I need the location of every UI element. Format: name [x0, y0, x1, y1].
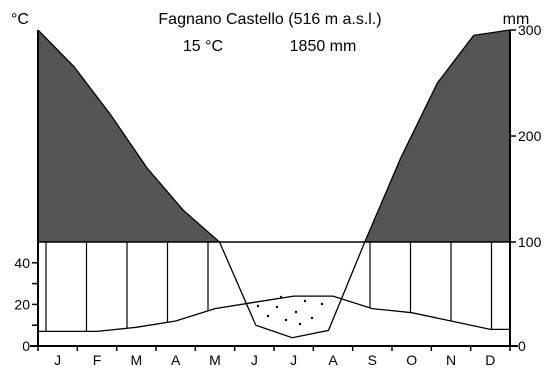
month-label: M [209, 352, 221, 368]
axes-layer [30, 29, 518, 351]
month-label: A [328, 352, 338, 368]
arid-dot [266, 314, 270, 318]
arid-dot [256, 304, 260, 308]
arid-area [248, 296, 332, 338]
arid-dot [303, 299, 307, 303]
humid-area [38, 30, 220, 242]
arid-dot [294, 310, 298, 314]
month-label: S [368, 352, 377, 368]
right-axis-unit: mm [503, 11, 530, 28]
humid-area [364, 30, 510, 242]
month-label: J [290, 352, 297, 368]
mean-temperature-label: 15 °C [183, 38, 223, 55]
right-tick-label: 100 [518, 234, 542, 250]
month-label: M [130, 352, 142, 368]
arid-dot [310, 316, 314, 320]
month-label: F [93, 352, 102, 368]
month-label: J [251, 352, 258, 368]
arid-dot [275, 305, 279, 309]
chart-title: Fagnano Castello (516 m a.s.l.) [158, 11, 381, 28]
fill-layer [38, 30, 510, 338]
right-tick-label: 0 [518, 338, 526, 354]
temperature-line [38, 295, 510, 333]
arid-dot [320, 302, 324, 306]
month-label: J [54, 352, 61, 368]
month-label: D [485, 352, 495, 368]
arid-dot [284, 318, 288, 322]
left-axis-unit: °C [11, 11, 29, 28]
arid-dot [298, 322, 302, 326]
series-layer [37, 29, 511, 339]
month-label: O [406, 352, 417, 368]
right-tick-label: 200 [518, 128, 542, 144]
month-label: N [446, 352, 456, 368]
left-tick-label: 40 [14, 255, 30, 271]
left-tick-label: 20 [14, 296, 30, 312]
precipitation-line [37, 29, 511, 339]
labels-layer: 0 20 40 0 100 200 300 J F M A M J J A S O N D [14, 22, 541, 368]
right-tick-label: 300 [518, 22, 542, 38]
month-label: A [171, 352, 181, 368]
annual-precipitation-label: 1850 mm [290, 38, 357, 55]
left-tick-label: 0 [22, 338, 30, 354]
